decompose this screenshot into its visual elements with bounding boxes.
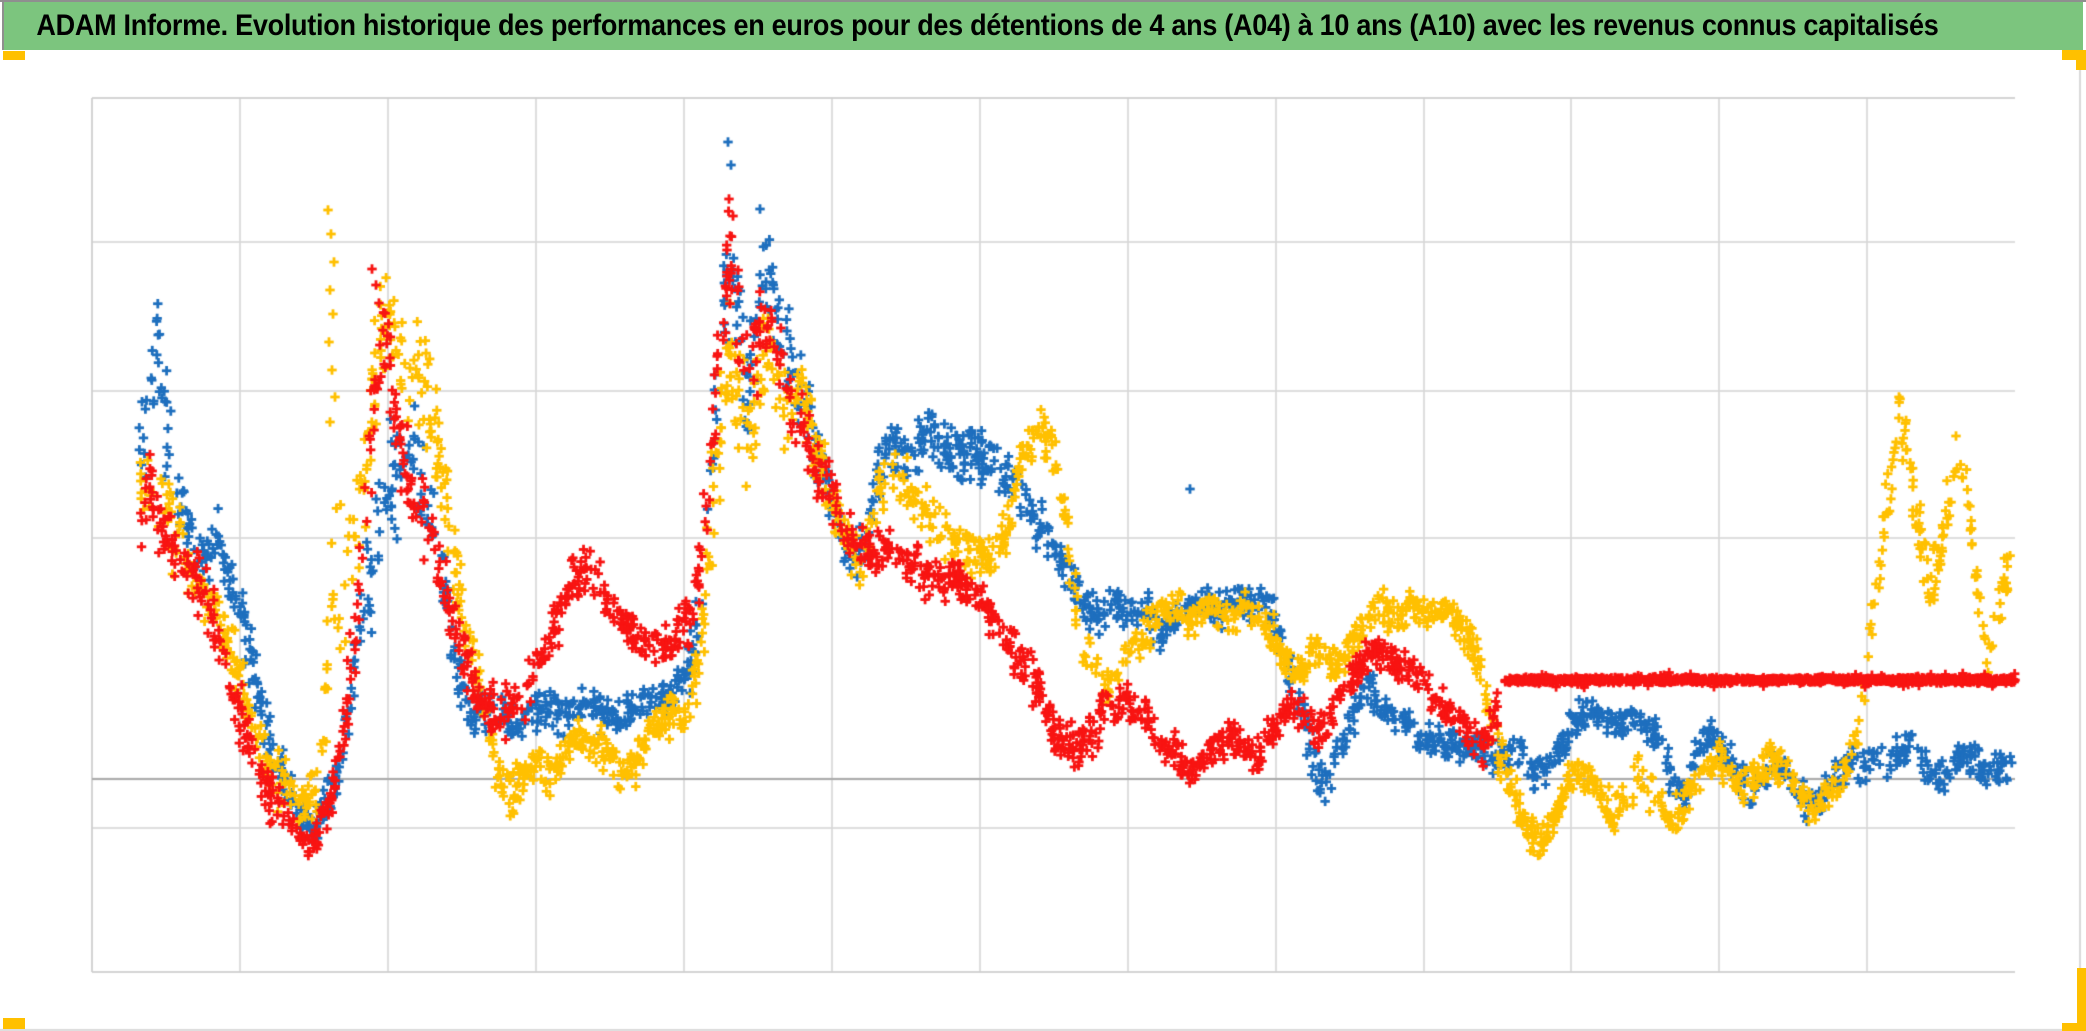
selection-corner-top-right-icon — [2076, 50, 2086, 70]
selection-corner-top-left-icon — [3, 51, 25, 60]
selection-corner-bottom-left-icon — [3, 1018, 25, 1029]
selection-corner-bottom-right-icon — [2077, 968, 2086, 1024]
selection-corner-top-right-icon — [2062, 50, 2086, 60]
title-bar: ADAM Informe. Evolution historique des p… — [2, 2, 2083, 50]
selection-corner-bottom-right-icon — [2062, 1023, 2086, 1031]
page-title: ADAM Informe. Evolution historique des p… — [36, 9, 1939, 42]
